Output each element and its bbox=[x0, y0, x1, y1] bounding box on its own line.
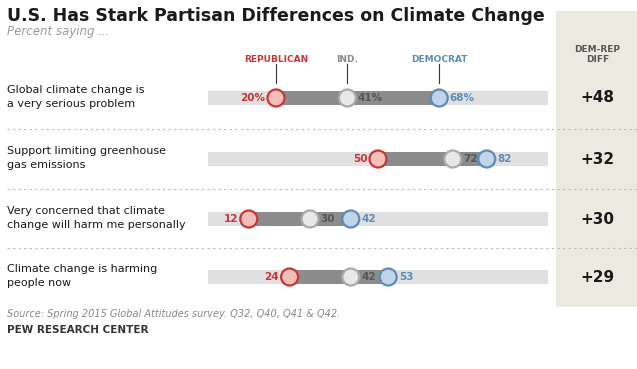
Text: 53: 53 bbox=[399, 272, 413, 282]
Circle shape bbox=[281, 269, 298, 286]
Text: Support limiting greenhouse
gas emissions: Support limiting greenhouse gas emission… bbox=[7, 146, 166, 170]
Text: 68%: 68% bbox=[450, 93, 475, 103]
Circle shape bbox=[268, 90, 285, 107]
Text: +29: +29 bbox=[580, 269, 615, 284]
Text: 82: 82 bbox=[497, 154, 512, 164]
Text: REPUBLICAN: REPUBLICAN bbox=[244, 55, 308, 64]
Circle shape bbox=[301, 210, 318, 228]
Circle shape bbox=[444, 151, 461, 168]
Text: 24: 24 bbox=[264, 272, 279, 282]
Circle shape bbox=[478, 151, 496, 168]
Text: 20%: 20% bbox=[241, 93, 266, 103]
FancyBboxPatch shape bbox=[556, 11, 637, 307]
Circle shape bbox=[240, 210, 257, 228]
Text: Very concerned that climate
change will harm me personally: Very concerned that climate change will … bbox=[7, 206, 185, 230]
Text: IND.: IND. bbox=[336, 55, 359, 64]
Text: 50: 50 bbox=[353, 154, 368, 164]
Text: 42: 42 bbox=[361, 272, 376, 282]
FancyBboxPatch shape bbox=[276, 91, 439, 105]
FancyBboxPatch shape bbox=[208, 212, 548, 226]
Text: Global climate change is
a very serious problem: Global climate change is a very serious … bbox=[7, 85, 145, 109]
Circle shape bbox=[342, 269, 359, 286]
Text: 12: 12 bbox=[224, 214, 238, 224]
Text: 41%: 41% bbox=[358, 93, 383, 103]
Text: Source: Spring 2015 Global Attitudes survey. Q32, Q40, Q41 & Q42.: Source: Spring 2015 Global Attitudes sur… bbox=[7, 309, 340, 319]
Circle shape bbox=[339, 90, 356, 107]
FancyBboxPatch shape bbox=[208, 91, 548, 105]
Text: Percent saying ...: Percent saying ... bbox=[7, 25, 110, 38]
FancyBboxPatch shape bbox=[249, 212, 351, 226]
FancyBboxPatch shape bbox=[290, 270, 388, 284]
Circle shape bbox=[431, 90, 448, 107]
FancyBboxPatch shape bbox=[208, 152, 548, 166]
FancyBboxPatch shape bbox=[208, 270, 548, 284]
Text: DEM-REP
DIFF: DEM-REP DIFF bbox=[575, 45, 620, 64]
Text: PEW RESEARCH CENTER: PEW RESEARCH CENTER bbox=[7, 325, 148, 335]
FancyBboxPatch shape bbox=[378, 152, 487, 166]
Circle shape bbox=[369, 151, 387, 168]
Text: +30: +30 bbox=[580, 211, 615, 227]
Circle shape bbox=[342, 210, 359, 228]
Text: +32: +32 bbox=[580, 152, 615, 166]
Text: 30: 30 bbox=[320, 214, 335, 224]
Circle shape bbox=[380, 269, 397, 286]
Text: U.S. Has Stark Partisan Differences on Climate Change: U.S. Has Stark Partisan Differences on C… bbox=[7, 7, 545, 25]
Text: +48: +48 bbox=[580, 90, 615, 106]
Text: 42: 42 bbox=[361, 214, 376, 224]
Text: Climate change is harming
people now: Climate change is harming people now bbox=[7, 264, 157, 288]
Text: 72: 72 bbox=[463, 154, 478, 164]
Text: DEMOCRAT: DEMOCRAT bbox=[411, 55, 468, 64]
